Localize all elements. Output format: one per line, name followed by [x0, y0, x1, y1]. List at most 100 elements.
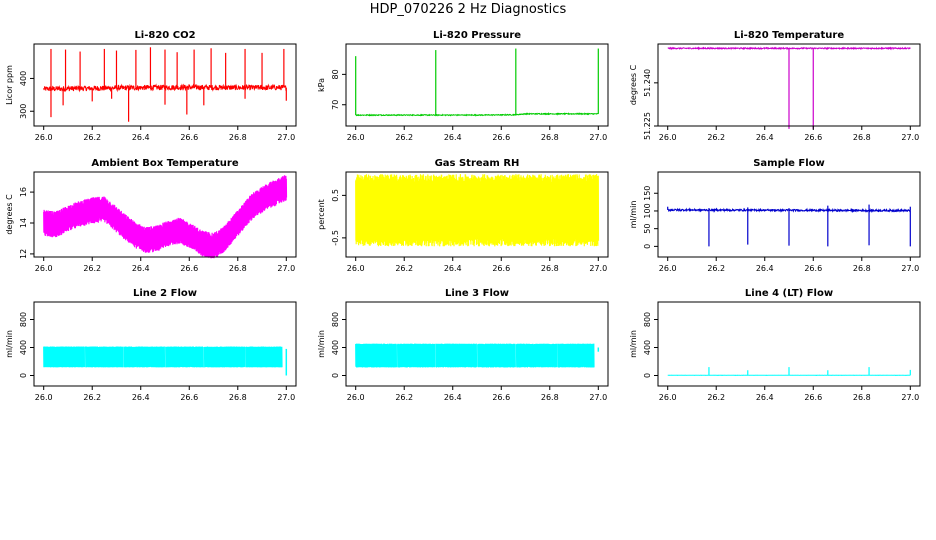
- x-tick-label: 26.4: [444, 133, 462, 142]
- x-tick-label: 26.0: [35, 133, 53, 142]
- panel-line2: Line 2 Flow ml/min 26.0 26.2 26.4 26.6 26.8 27.…: [5, 288, 297, 402]
- x-tick-label: 26.6: [492, 264, 510, 273]
- plot-frame: [33, 301, 297, 387]
- y-tick-label: 80: [331, 69, 340, 79]
- y-tick-label: 150: [643, 186, 652, 201]
- y-axis-label: ml/min: [629, 201, 638, 229]
- plot-frame: [345, 171, 609, 258]
- x-tick-label: 26.0: [35, 393, 53, 402]
- y-tick-label: 51.225: [643, 112, 652, 140]
- panel-line3: Line 3 Flow ml/min 26.0 26.2 26.4 26.6 26.8 27.…: [317, 288, 609, 402]
- y-axis-label: kPa: [317, 78, 326, 92]
- y-tick-label: 0: [643, 244, 652, 249]
- x-tick-label: 26.6: [492, 133, 510, 142]
- x-tick-label: 26.2: [395, 133, 413, 142]
- x-tick-label: 26.6: [804, 393, 822, 402]
- series-band: [43, 175, 288, 259]
- x-tick-label: 26.4: [132, 393, 150, 402]
- y-tick-label: 400: [331, 340, 340, 355]
- y-tick-label: 400: [19, 340, 28, 355]
- x-tick-label: 26.8: [541, 133, 559, 142]
- y-tick-label: 70: [331, 100, 340, 110]
- panel-sample: Sample Flow ml/min 26.0 26.2 26.4 26.6 26.8 27.…: [629, 158, 921, 273]
- y-axis-label: degrees C: [629, 64, 638, 105]
- x-tick-label: 26.8: [229, 393, 247, 402]
- x-tick-label: 27.0: [901, 393, 919, 402]
- y-axis-label: Licor ppm: [5, 65, 14, 105]
- series-line: [667, 46, 911, 51]
- series-line: [355, 112, 599, 117]
- panel-title: Li-820 Temperature: [734, 30, 844, 41]
- x-tick-label: 26.2: [395, 393, 413, 402]
- y-tick-label: 51.240: [643, 69, 652, 97]
- x-tick-label: 27.0: [277, 393, 295, 402]
- x-tick-label: 26.2: [707, 264, 725, 273]
- series-band: [355, 343, 595, 368]
- y-tick-label: 100: [643, 203, 652, 218]
- panel-title: Line 2 Flow: [133, 288, 197, 299]
- plot-frame: [345, 301, 609, 387]
- panel-ambient: Ambient Box Temperature degrees C 26.0 26.2…: [5, 158, 297, 273]
- panel-temp820: Li-820 Temperature degrees C 26.0 26.2 26.4 2…: [629, 30, 921, 142]
- x-tick-label: 26.0: [35, 264, 53, 273]
- x-tick-label: 27.0: [277, 133, 295, 142]
- panel-title: Gas Stream RH: [435, 158, 520, 169]
- x-tick-label: 26.0: [347, 393, 365, 402]
- panel-title: Line 3 Flow: [445, 288, 509, 299]
- x-tick-label: 26.8: [229, 264, 247, 273]
- panel-title: Line 4 (LT) Flow: [745, 288, 833, 299]
- panel-pressure: Li-820 Pressure kPa 26.0 26.2 26.4 26.6 26.8 27…: [317, 30, 609, 142]
- x-tick-label: 26.4: [444, 393, 462, 402]
- plot-frame: [657, 301, 921, 387]
- plot-frame: [33, 43, 297, 127]
- x-tick-label: 26.4: [132, 264, 150, 273]
- x-tick-label: 26.0: [659, 393, 677, 402]
- x-tick-label: 26.8: [541, 393, 559, 402]
- x-tick-label: 26.6: [180, 393, 198, 402]
- x-tick-label: 26.2: [83, 264, 101, 273]
- series-band: [355, 174, 600, 247]
- panel-rh: Gas Stream RH percent 26.0 26.2 26.4 26.6 26.8…: [317, 158, 609, 273]
- x-tick-label: 26.6: [180, 264, 198, 273]
- x-tick-label: 26.8: [229, 133, 247, 142]
- x-tick-label: 26.0: [659, 264, 677, 273]
- y-tick-label: 800: [19, 312, 28, 327]
- panel-title: Ambient Box Temperature: [91, 158, 238, 169]
- y-tick-label: 14: [19, 218, 28, 228]
- x-tick-label: 26.6: [492, 393, 510, 402]
- x-tick-label: 26.2: [83, 393, 101, 402]
- series-band: [43, 346, 283, 368]
- x-tick-label: 26.6: [804, 264, 822, 273]
- y-tick-label: 400: [643, 340, 652, 355]
- x-tick-label: 27.0: [589, 133, 607, 142]
- y-tick-label: 400: [19, 71, 28, 86]
- y-tick-label: 0: [643, 373, 652, 378]
- page-title: HDP_070226 2 Hz Diagnostics: [369, 2, 567, 17]
- panel-co2: Li-820 CO2 Licor ppm 26.0 26.2 26.4 26.6 26.8 2…: [5, 30, 297, 142]
- y-tick-label: 800: [643, 312, 652, 327]
- panel-line4: Line 4 (LT) Flow ml/min 26.0 26.2 26.4 26.6 26…: [629, 288, 921, 402]
- y-axis-label: degrees C: [5, 194, 14, 235]
- plot-frame: [657, 43, 921, 127]
- y-tick-label: 0: [19, 373, 28, 378]
- x-tick-label: 26.8: [853, 393, 871, 402]
- y-axis-label: ml/min: [317, 330, 326, 358]
- panel-title: Li-820 CO2: [134, 30, 195, 41]
- x-tick-label: 27.0: [589, 264, 607, 273]
- y-tick-label: 16: [19, 187, 28, 197]
- y-tick-label: 300: [19, 104, 28, 119]
- x-tick-label: 26.4: [444, 264, 462, 273]
- x-tick-label: 26.0: [659, 133, 677, 142]
- x-tick-label: 26.8: [853, 133, 871, 142]
- x-tick-label: 26.2: [83, 133, 101, 142]
- y-axis-label: percent: [317, 199, 326, 230]
- panel-title: Sample Flow: [753, 158, 825, 169]
- x-tick-label: 26.6: [180, 133, 198, 142]
- y-axis-label: ml/min: [5, 330, 14, 358]
- x-tick-label: 26.2: [707, 393, 725, 402]
- plot-frame: [33, 171, 297, 258]
- y-tick-label: -0.5: [331, 230, 340, 246]
- x-tick-label: 26.8: [541, 264, 559, 273]
- x-tick-label: 27.0: [277, 264, 295, 273]
